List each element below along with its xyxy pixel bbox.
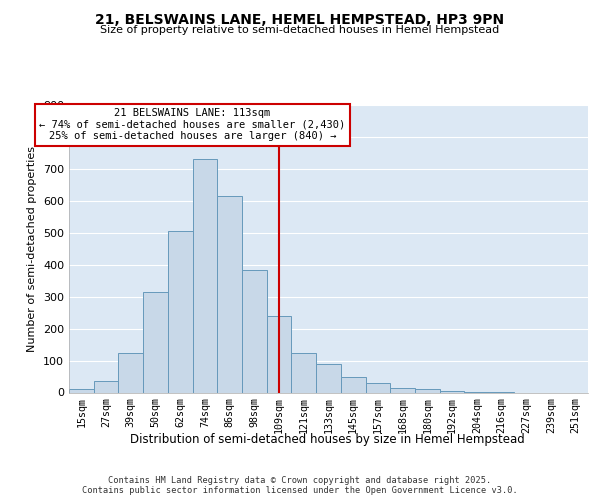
- Text: 21, BELSWAINS LANE, HEMEL HEMPSTEAD, HP3 9PN: 21, BELSWAINS LANE, HEMEL HEMPSTEAD, HP3…: [95, 12, 505, 26]
- Bar: [415, 390, 440, 392]
- Text: Distribution of semi-detached houses by size in Hemel Hempstead: Distribution of semi-detached houses by …: [130, 432, 524, 446]
- Bar: [390, 388, 415, 392]
- Bar: [168, 231, 193, 392]
- Bar: [267, 316, 292, 392]
- Bar: [69, 390, 94, 392]
- Bar: [292, 352, 316, 393]
- Y-axis label: Number of semi-detached properties: Number of semi-detached properties: [28, 146, 37, 352]
- Bar: [143, 292, 168, 392]
- Bar: [193, 160, 217, 392]
- Text: Size of property relative to semi-detached houses in Hemel Hempstead: Size of property relative to semi-detach…: [100, 25, 500, 35]
- Bar: [118, 352, 143, 393]
- Bar: [365, 383, 390, 392]
- Bar: [217, 196, 242, 392]
- Text: Contains HM Land Registry data © Crown copyright and database right 2025.
Contai: Contains HM Land Registry data © Crown c…: [82, 476, 518, 495]
- Bar: [94, 382, 118, 392]
- Bar: [316, 364, 341, 392]
- Bar: [242, 270, 267, 392]
- Bar: [440, 391, 464, 392]
- Bar: [341, 376, 365, 392]
- Text: 21 BELSWAINS LANE: 113sqm
← 74% of semi-detached houses are smaller (2,430)
25% : 21 BELSWAINS LANE: 113sqm ← 74% of semi-…: [40, 108, 346, 142]
